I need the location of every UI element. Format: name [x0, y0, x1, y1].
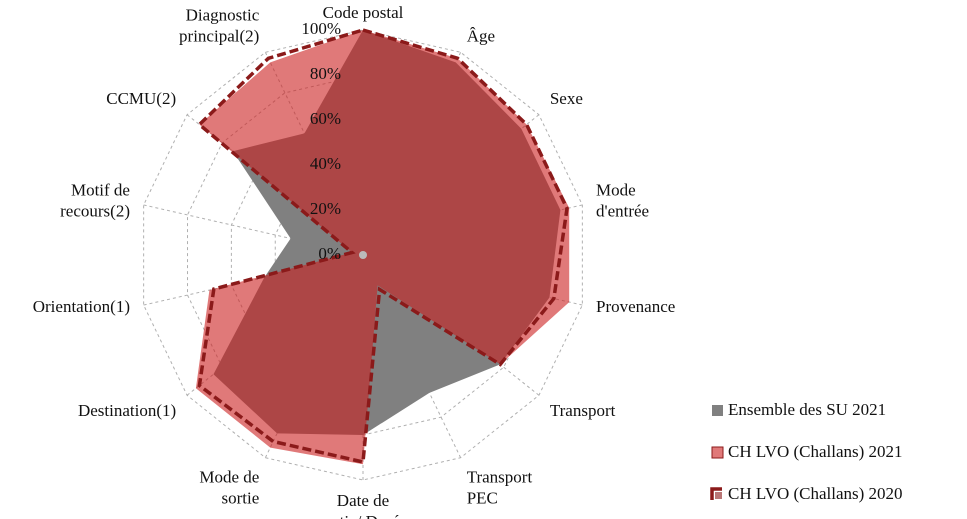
category-label: Mode d'entrée [596, 180, 649, 220]
category-label: Sexe [550, 89, 583, 108]
category-label: CCMU(2) [106, 89, 176, 108]
category-label: Code postal [323, 3, 404, 22]
legend-swatch [711, 446, 724, 459]
legend-swatch [712, 405, 723, 416]
category-label: Orientation(1) [33, 297, 130, 316]
r-tick-label: 100% [301, 19, 341, 38]
category-label: Provenance [596, 297, 675, 316]
center [359, 251, 367, 259]
category-label: Mode de sortie [199, 467, 259, 507]
radar-series [195, 30, 570, 465]
legend-label: CH LVO (Challans) 2021 [728, 442, 903, 461]
legend-swatch [715, 492, 722, 499]
r-tick-label: 60% [310, 109, 341, 128]
category-label: Transport PEC [467, 467, 533, 507]
radar-series [196, 28, 569, 465]
category-label: Âge [467, 27, 495, 46]
r-tick-label: 40% [310, 154, 341, 173]
r-tick-label: 20% [310, 199, 341, 218]
legend-label: Ensemble des SU 2021 [728, 400, 886, 419]
legend-swatch [710, 487, 722, 500]
category-label: Transport [550, 401, 616, 420]
category-label: Motif de recours(2) [60, 180, 130, 220]
category-label: Destination(1) [78, 401, 176, 420]
r-tick-label: 0% [318, 244, 341, 263]
category-label: Diagnostic principal(2) [179, 6, 260, 46]
r-tick-label: 80% [310, 64, 341, 83]
legend-label: CH LVO (Challans) 2020 [728, 484, 903, 503]
